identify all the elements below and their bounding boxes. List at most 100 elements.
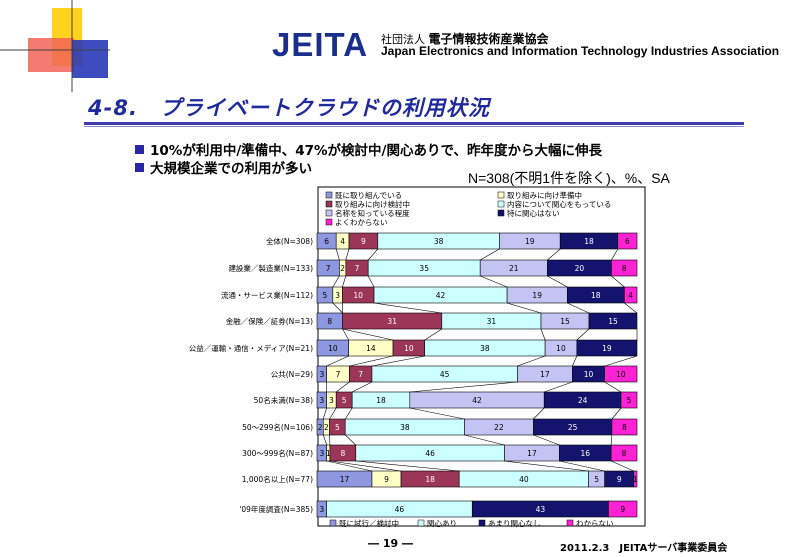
bar-segment [617, 232, 638, 250]
data-label: 4 [340, 237, 345, 246]
bar-segment [355, 444, 505, 462]
legend-label: 既に試行／検討中 [339, 518, 399, 528]
legend-label: 内容について関心をもっている [507, 199, 611, 209]
data-label: 1 [633, 475, 638, 484]
data-label: 15 [608, 317, 618, 326]
bar-segment [316, 232, 337, 250]
bar-segment [371, 470, 402, 488]
bar-segment [610, 444, 638, 462]
connector-line [329, 407, 337, 420]
category-label: '09年度調査(N=385) [239, 504, 313, 514]
connector-line [342, 275, 347, 288]
data-label: 9 [617, 475, 622, 484]
bar-segment [424, 339, 546, 357]
data-label: 5 [627, 396, 632, 405]
org-name-en: Japan Electronics and Information Techno… [381, 44, 780, 58]
connector-line [424, 328, 442, 341]
connector-line [572, 355, 578, 367]
category-label: 公益／運輸・通信・メディア(N=21) [189, 343, 313, 353]
bar-segment [620, 391, 638, 409]
data-label: 8 [622, 449, 627, 458]
title-underline [84, 122, 744, 125]
connector-line [624, 302, 638, 314]
connector-line [342, 328, 349, 341]
connector-line [409, 381, 518, 393]
legend-label: 特に関心はない [507, 208, 560, 218]
data-label: 7 [358, 370, 363, 379]
bar-segment [611, 418, 638, 436]
bar-segment [464, 418, 534, 436]
title-underline-thin [84, 126, 744, 127]
data-label: 31 [487, 317, 497, 326]
legend-label: わからない [576, 519, 614, 528]
bar-segment [540, 312, 590, 330]
connector-line [567, 302, 590, 314]
bar-segment [316, 312, 343, 330]
bullet-2-text: 大規模企業での利用が多い [150, 161, 312, 177]
bar-segment [633, 470, 638, 488]
data-label: 35 [419, 264, 429, 273]
bar-segment [344, 418, 465, 436]
connector-line [326, 355, 349, 367]
data-label: 19 [602, 344, 612, 353]
connector-line [480, 275, 508, 288]
data-label: 10 [328, 344, 338, 353]
data-label: 7 [326, 264, 331, 273]
bar-segment [392, 339, 426, 357]
legend-swatch [566, 519, 574, 527]
data-label: 15 [560, 317, 570, 326]
bar-segment [316, 391, 327, 409]
org-name-ja: 社団法人 電子情報技術産業協会 [381, 30, 549, 47]
data-label: 10 [556, 344, 566, 353]
connector-line [345, 434, 356, 446]
category-label: 300～999名(N=87) [242, 448, 313, 458]
bar-segment [611, 259, 638, 277]
data-label: 46 [395, 505, 405, 514]
data-label: 8 [340, 449, 345, 458]
bar-segment [367, 259, 481, 277]
legend-swatch [497, 200, 505, 208]
bar-segment [499, 232, 561, 250]
legend-label: よくわからない [335, 218, 388, 227]
chart-frame [317, 186, 646, 527]
bar-segment [326, 391, 337, 409]
data-label: 3 [319, 505, 324, 514]
category-label: 1,000名以上(N=77) [242, 474, 313, 484]
category-label: 50～299名(N=106) [242, 422, 313, 432]
data-label: 31 [387, 317, 397, 326]
connector-line [547, 275, 568, 288]
jeita-logo: JEITA 社団法人 電子情報技術産業協会 Japan Electronics … [272, 28, 779, 62]
data-label: 10 [584, 370, 594, 379]
connector-line [544, 381, 573, 393]
bar-segment [316, 444, 327, 462]
bar-segment [351, 391, 411, 409]
bar-segment [348, 232, 379, 250]
connector-line [342, 328, 394, 341]
data-label: 2 [324, 423, 329, 432]
bar-segment [559, 444, 612, 462]
bar-segment [479, 259, 548, 277]
connector-line [373, 302, 442, 314]
legend-swatch [417, 519, 425, 527]
bar-segment [329, 444, 357, 462]
data-label: 24 [578, 396, 588, 405]
bullet-1-text: 10%が利用中/準備中、47%が検討中/関心ありで、昨年度から大幅に伸長 [150, 143, 602, 159]
bar-segment [608, 500, 638, 518]
data-label: 6 [625, 237, 630, 246]
legend-label: 名称を知っている程度 [335, 208, 410, 218]
connector-line [322, 407, 327, 420]
data-label: 45 [440, 370, 450, 379]
bar-segment [316, 259, 340, 277]
bar-segment [559, 232, 619, 250]
category-label: 流通・サービス業(N=112) [221, 290, 313, 300]
bar-segment [326, 444, 331, 462]
bar-segment [342, 312, 443, 330]
org-name-ja-main: 電子情報技術産業協会 [428, 32, 549, 46]
legend-swatch [325, 191, 333, 199]
bar-segment [506, 286, 568, 304]
bar-segment [517, 365, 573, 383]
connector-line [371, 355, 425, 367]
data-label: 6 [324, 237, 329, 246]
data-label: 8 [622, 423, 627, 432]
